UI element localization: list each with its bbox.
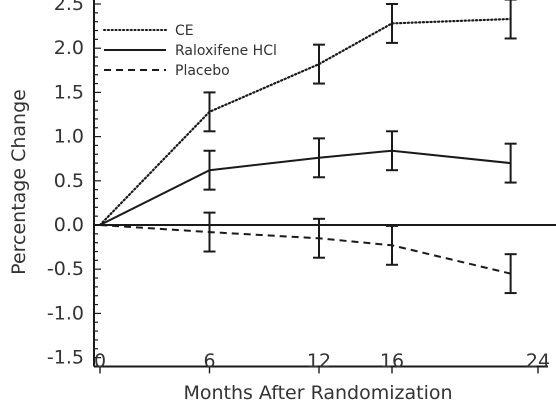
series-line (99, 224, 511, 275)
y-tick-label: 1.5 (54, 81, 84, 103)
x-tick-label: 0 (94, 350, 106, 372)
y-tick-label: 0.5 (54, 170, 84, 192)
legend: CE Raloxifene HCl Placebo (103, 23, 277, 79)
labels-group: 3.02.52.01.51.00.50.0-0.5-1.0-1.50612162… (8, 0, 550, 404)
y-tick-label: -1.0 (47, 302, 84, 324)
x-tick-label: 16 (380, 350, 404, 372)
y-axis-title: Percentage Change (8, 89, 30, 275)
series-group (98, 0, 517, 295)
y-tick-label: -0.5 (47, 258, 84, 280)
x-tick-label: 6 (203, 350, 215, 372)
legend-label: Raloxifene HCl (175, 43, 277, 59)
legend-label: Placebo (175, 63, 230, 79)
y-tick-label: -1.5 (47, 347, 84, 369)
y-tick-label: 2.5 (54, 0, 84, 15)
x-axis-title: Months After Randomization (183, 382, 452, 404)
y-tick-label: 2.0 (54, 37, 84, 59)
axes-group (93, 0, 556, 374)
x-tick-label: 12 (307, 350, 331, 372)
legend-label: CE (175, 23, 194, 39)
y-tick-label: 1.0 (54, 126, 84, 148)
y-tick-label: 0.0 (54, 214, 84, 236)
x-tick-label: 24 (526, 350, 550, 372)
